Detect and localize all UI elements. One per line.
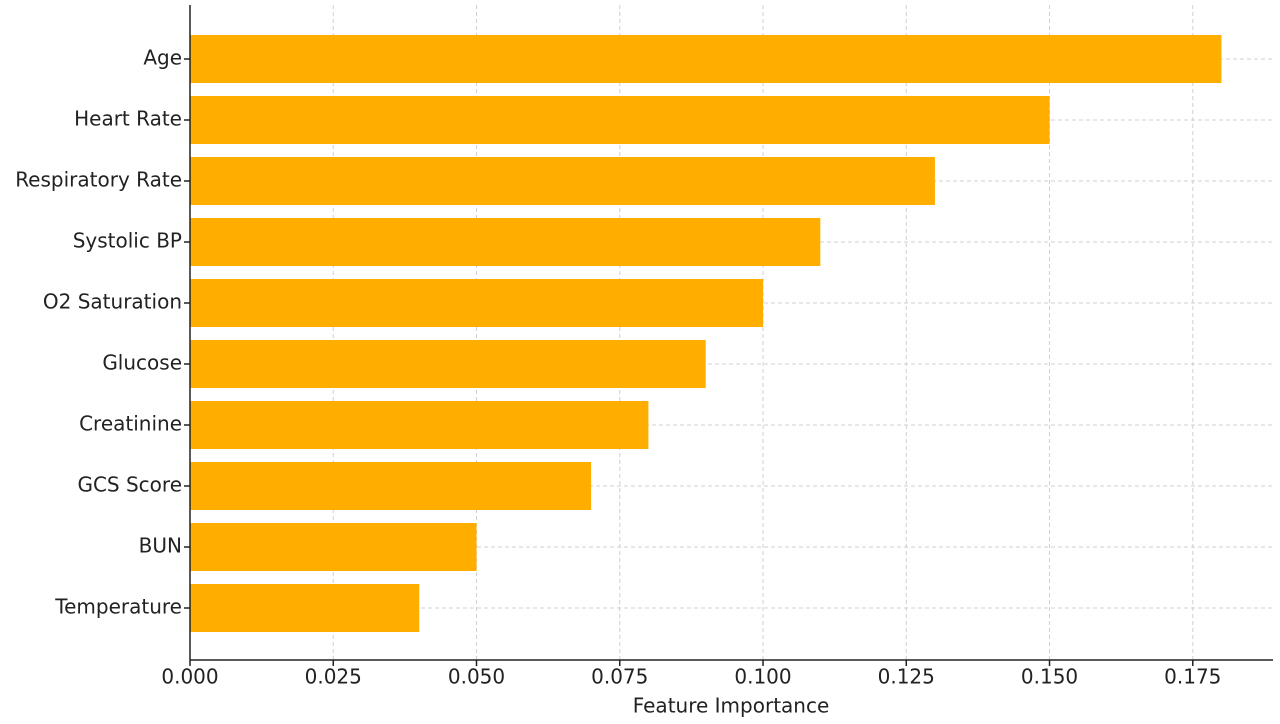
y-tick-label: Glucose bbox=[102, 351, 182, 375]
y-tick-label: Creatinine bbox=[79, 412, 182, 436]
y-tick-label: Respiratory Rate bbox=[15, 168, 182, 192]
bar bbox=[190, 340, 706, 388]
x-tick-label: 0.000 bbox=[161, 665, 218, 689]
bar bbox=[190, 279, 764, 327]
bar bbox=[190, 157, 935, 205]
y-tick-label: Temperature bbox=[54, 595, 182, 619]
x-tick-label: 0.125 bbox=[878, 665, 935, 689]
x-axis-label: Feature Importance bbox=[633, 694, 830, 718]
x-tick-label: 0.175 bbox=[1164, 665, 1221, 689]
bar bbox=[190, 35, 1222, 83]
bar bbox=[190, 523, 477, 571]
y-tick-label: Age bbox=[143, 46, 182, 70]
x-tick-label: 0.150 bbox=[1021, 665, 1078, 689]
y-tick-label: Heart Rate bbox=[74, 107, 182, 131]
y-tick-label: BUN bbox=[139, 534, 182, 558]
bar bbox=[190, 462, 592, 510]
x-tick-label: 0.050 bbox=[448, 665, 505, 689]
bar bbox=[190, 584, 420, 632]
x-tick-label: 0.100 bbox=[734, 665, 791, 689]
x-tick-label: 0.075 bbox=[591, 665, 648, 689]
y-tick-label: GCS Score bbox=[77, 473, 182, 497]
x-tick-label: 0.025 bbox=[305, 665, 362, 689]
bar bbox=[190, 218, 821, 266]
y-tick-label: Systolic BP bbox=[73, 229, 182, 253]
bar bbox=[190, 401, 649, 449]
bar bbox=[190, 96, 1050, 144]
y-tick-label: O2 Saturation bbox=[43, 290, 182, 314]
